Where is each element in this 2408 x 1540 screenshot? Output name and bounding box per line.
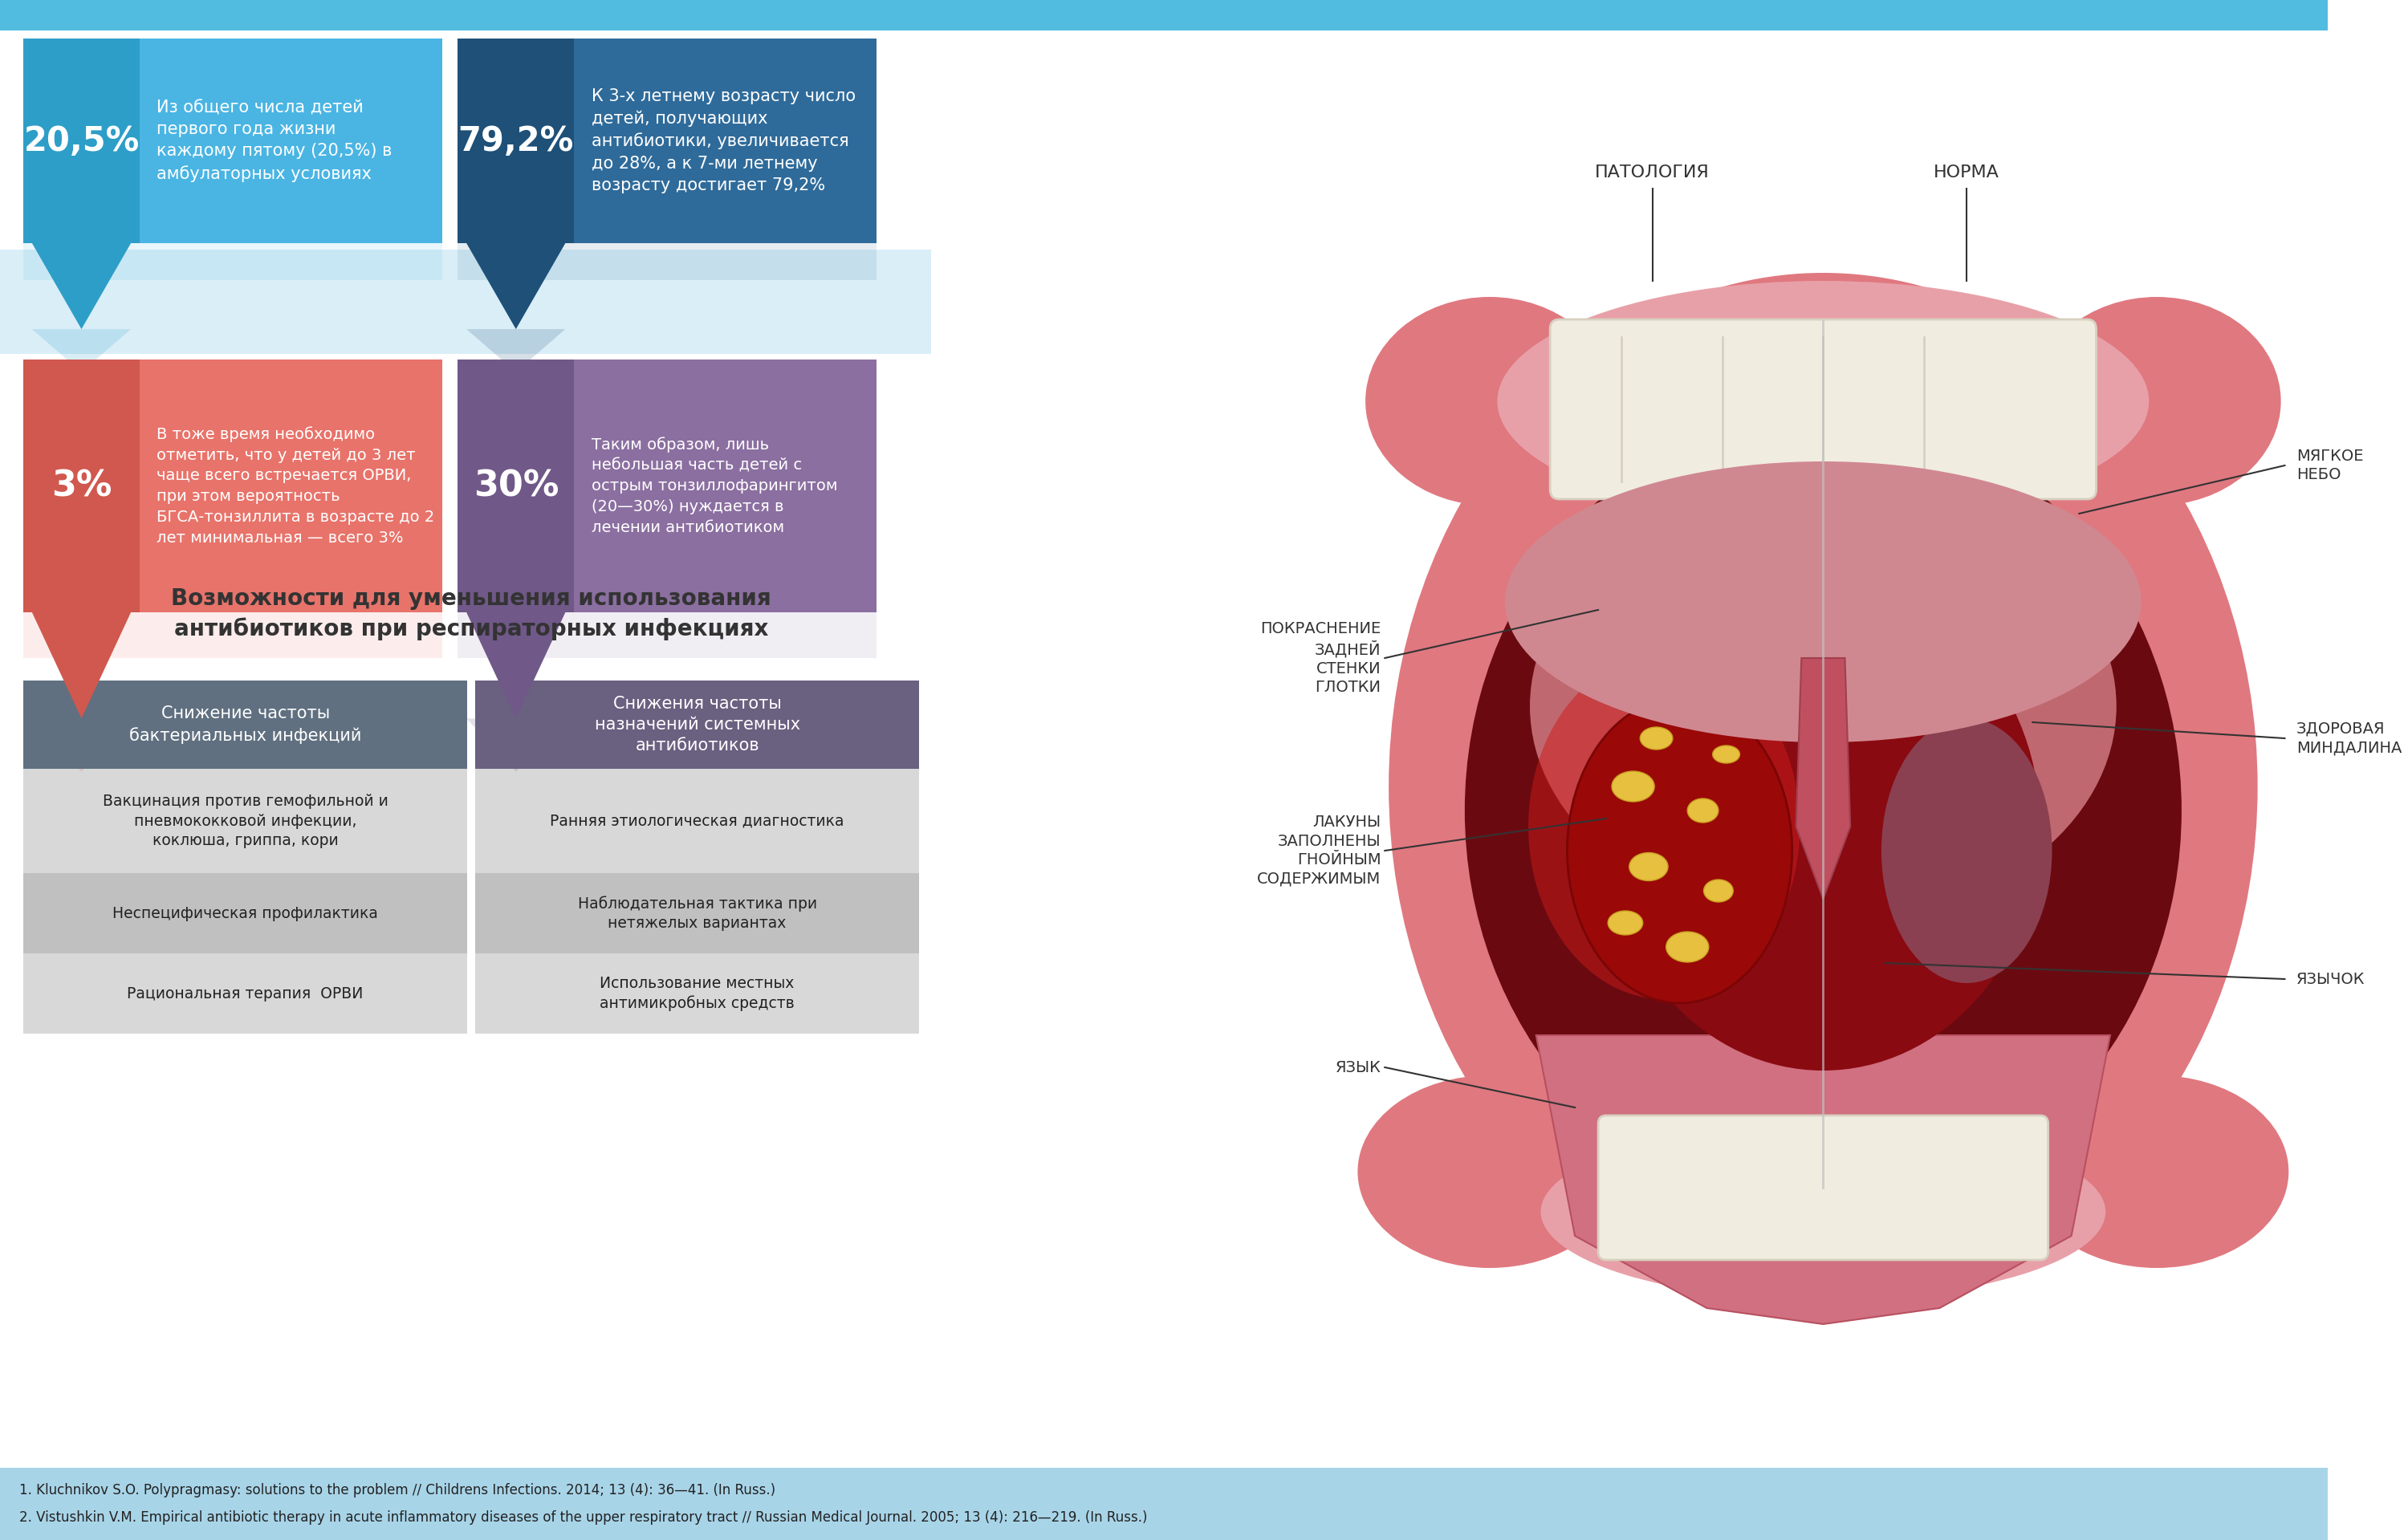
Ellipse shape (1389, 273, 2259, 1300)
Ellipse shape (1881, 718, 2052, 983)
Text: Наблюдательная тактика при
нетяжелых вариантах: Наблюдательная тактика при нетяжелых вар… (578, 896, 816, 930)
Ellipse shape (1666, 932, 1710, 962)
FancyBboxPatch shape (1551, 319, 2097, 499)
Ellipse shape (1609, 910, 1642, 935)
Text: 30%: 30% (474, 468, 559, 504)
Text: В тоже время необходимо
отметить, что у детей до 3 лет
чаще всего встречается ОР: В тоже время необходимо отметить, что у … (157, 427, 433, 545)
FancyBboxPatch shape (24, 953, 467, 1033)
Text: 3%: 3% (51, 468, 111, 504)
Text: ЛАКУНЫ
ЗАПОЛНЕНЫ
ГНОЙНЫМ
СОДЕРЖИМЫМ: ЛАКУНЫ ЗАПОЛНЕНЫ ГНОЙНЫМ СОДЕРЖИМЫМ (1257, 815, 1380, 887)
Polygon shape (467, 243, 566, 330)
Text: 1. Kluchnikov S.O. Polypragmasy: solutions to the problem // Childrens Infection: 1. Kluchnikov S.O. Polypragmasy: solutio… (19, 1483, 775, 1497)
Ellipse shape (1712, 745, 1739, 764)
Polygon shape (458, 243, 877, 280)
FancyBboxPatch shape (0, 0, 2329, 31)
Polygon shape (31, 243, 130, 330)
Ellipse shape (1606, 582, 2040, 1070)
FancyBboxPatch shape (24, 359, 140, 613)
Text: К 3-х летнему возрасту число
детей, получающих
антибиотики, увеличивается
до 28%: К 3-х летнему возрасту число детей, полу… (592, 88, 855, 194)
Text: Рациональная терапия  ОРВИ: Рациональная терапия ОРВИ (128, 986, 364, 1001)
Text: ЯЗЫЧОК: ЯЗЫЧОК (2297, 972, 2365, 987)
Text: Снижения частоты
назначений системных
антибиотиков: Снижения частоты назначений системных ан… (595, 696, 799, 755)
FancyBboxPatch shape (24, 38, 140, 243)
FancyBboxPatch shape (474, 681, 920, 768)
Text: МЯГКОЕ
НЕБО: МЯГКОЕ НЕБО (2297, 448, 2362, 482)
Polygon shape (24, 243, 443, 280)
Polygon shape (467, 330, 566, 373)
Text: 79,2%: 79,2% (458, 125, 573, 157)
Text: НОРМА: НОРМА (1934, 165, 1999, 180)
FancyBboxPatch shape (24, 681, 467, 768)
Text: ПОКРАСНЕНИЕ
ЗАДНЕЙ
СТЕНКИ
ГЛОТКИ: ПОКРАСНЕНИЕ ЗАДНЕЙ СТЕНКИ ГЛОТКИ (1259, 621, 1380, 695)
Polygon shape (1536, 1035, 2109, 1324)
Ellipse shape (1541, 1124, 2105, 1300)
Text: Ранняя этиологическая диагностика: Ранняя этиологическая диагностика (549, 813, 845, 829)
Polygon shape (31, 330, 130, 373)
Ellipse shape (1529, 488, 2117, 924)
Text: ЯЗЫК: ЯЗЫК (1336, 1060, 1380, 1075)
Polygon shape (458, 613, 877, 658)
FancyBboxPatch shape (474, 768, 920, 873)
Polygon shape (467, 719, 566, 772)
Polygon shape (24, 613, 443, 658)
Polygon shape (1796, 658, 1849, 899)
Ellipse shape (2032, 297, 2280, 505)
FancyBboxPatch shape (24, 768, 467, 873)
Ellipse shape (2025, 1075, 2288, 1267)
FancyBboxPatch shape (0, 249, 932, 354)
FancyBboxPatch shape (458, 38, 573, 243)
Ellipse shape (1611, 772, 1654, 802)
Ellipse shape (1688, 798, 1719, 822)
Text: Использование местных
антимикробных средств: Использование местных антимикробных сред… (600, 976, 795, 1012)
Ellipse shape (1365, 297, 1613, 505)
FancyBboxPatch shape (1599, 1115, 2049, 1260)
Text: Неспецифическая профилактика: Неспецифическая профилактика (113, 906, 378, 921)
FancyBboxPatch shape (458, 359, 877, 613)
Text: Из общего числа детей
первого года жизни
каждому пятому (20,5%) в
амбулаторных у: Из общего числа детей первого года жизни… (157, 100, 393, 182)
Text: 2. Vistushkin V.M. Empirical antibiotic therapy in acute inflammatory diseases o: 2. Vistushkin V.M. Empirical antibiotic … (19, 1511, 1149, 1525)
Ellipse shape (1358, 1075, 1621, 1267)
Text: Таким образом, лишь
небольшая часть детей с
острым тонзиллофарингитом
(20—30%) н: Таким образом, лишь небольшая часть дете… (592, 437, 838, 534)
Ellipse shape (1630, 853, 1669, 881)
Polygon shape (31, 719, 130, 772)
FancyBboxPatch shape (0, 1468, 2329, 1540)
Text: Возможности для уменьшения использования
антибиотиков при респираторных инфекция: Возможности для уменьшения использования… (171, 588, 771, 641)
Text: Вакцинация против гемофильной и
пневмококковой инфекции,
коклюша, гриппа, кори: Вакцинация против гемофильной и пневмоко… (104, 795, 388, 849)
Ellipse shape (1705, 879, 1734, 902)
Text: ЗДОРОВАЯ
МИНДАЛИНА: ЗДОРОВАЯ МИНДАЛИНА (2297, 721, 2401, 755)
Text: ПАТОЛОГИЯ: ПАТОЛОГИЯ (1594, 165, 1710, 180)
Ellipse shape (1640, 727, 1674, 750)
Ellipse shape (1505, 462, 2141, 742)
Text: 20,5%: 20,5% (24, 125, 140, 157)
FancyBboxPatch shape (458, 38, 877, 243)
FancyBboxPatch shape (24, 38, 443, 243)
FancyBboxPatch shape (24, 873, 467, 953)
Ellipse shape (1498, 280, 2148, 522)
Ellipse shape (1568, 698, 1792, 1003)
FancyBboxPatch shape (474, 873, 920, 953)
Polygon shape (467, 613, 566, 719)
FancyBboxPatch shape (474, 953, 920, 1033)
Text: Снижение частоты
бактериальных инфекций: Снижение частоты бактериальных инфекций (130, 705, 361, 744)
FancyBboxPatch shape (458, 359, 573, 613)
Ellipse shape (1464, 413, 2182, 1209)
Ellipse shape (1529, 654, 1799, 999)
Polygon shape (31, 613, 130, 719)
FancyBboxPatch shape (24, 359, 443, 613)
